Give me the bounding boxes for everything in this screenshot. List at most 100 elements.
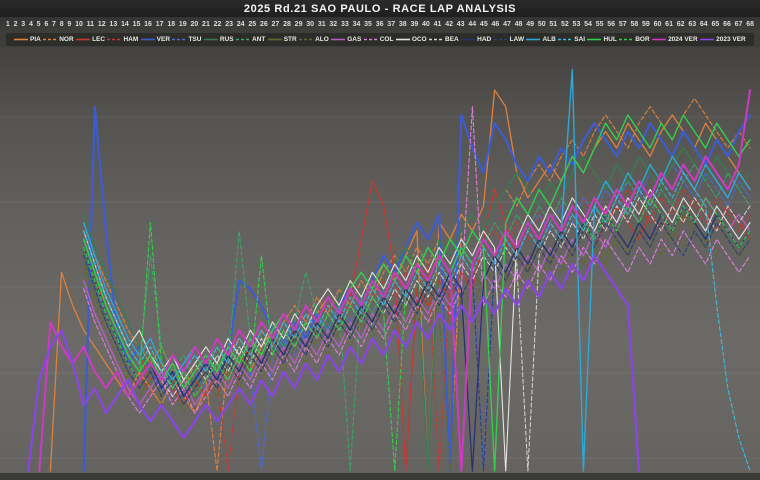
legend-label: ALB — [542, 35, 556, 43]
lap-number-label: 45 — [479, 20, 488, 28]
legend-item-alb[interactable]: ALB — [526, 35, 556, 43]
x-axis-strip — [0, 473, 760, 480]
legend-item-rus[interactable]: RUS — [203, 35, 234, 43]
legend-item-ant[interactable]: ANT — [235, 36, 265, 43]
lap-number-label: 68 — [746, 20, 755, 28]
lap-number-label: 5 — [36, 20, 41, 28]
series-line-bea — [83, 197, 751, 472]
legend-item-gas[interactable]: GAS — [331, 36, 361, 43]
legend-item-2023-ver[interactable]: 2023 VER — [700, 36, 746, 43]
lap-number-label: 31 — [317, 20, 326, 28]
legend-line-swatch — [700, 38, 715, 40]
legend-item-nor[interactable]: NOR — [43, 35, 74, 43]
lap-number-label: 23 — [225, 20, 233, 28]
legend-item-alo[interactable]: ALO — [299, 36, 329, 43]
series-line-alo — [83, 222, 751, 472]
lap-number-label: 63 — [688, 20, 697, 28]
series-line-ham — [83, 188, 751, 472]
lap-chart-canvas[interactable] — [0, 47, 760, 480]
lap-number-label: 58 — [630, 20, 639, 28]
lap-number-label: 15 — [132, 20, 141, 28]
legend-item-pia[interactable]: PIA — [14, 36, 41, 43]
legend-line-swatch — [107, 38, 122, 40]
legend-item-ver[interactable]: VER — [140, 35, 171, 43]
legend-item-2024-ver[interactable]: 2024 VER — [652, 36, 698, 43]
legend-line-swatch — [587, 38, 602, 40]
legend-item-bor[interactable]: BOR — [619, 36, 650, 43]
legend-label: VER — [156, 35, 171, 43]
lap-number-label: 40 — [422, 20, 430, 28]
legend-item-oco[interactable]: OCO — [395, 36, 427, 43]
lap-number-label: 64 — [699, 20, 708, 28]
legend-line-swatch — [395, 38, 410, 40]
lap-number-label: 2 — [13, 20, 18, 28]
lap-number-label: 36 — [375, 20, 384, 28]
lap-number-label: 67 — [734, 20, 743, 28]
legend-line-swatch — [172, 38, 187, 40]
lap-number-label: 37 — [387, 20, 396, 28]
legend-line-swatch — [461, 38, 476, 40]
lap-number-label: 34 — [352, 20, 361, 28]
legend-item-had[interactable]: HAD — [461, 36, 491, 43]
legend-line-swatch — [14, 38, 28, 40]
lap-number-label: 19 — [178, 20, 187, 28]
lap-number-label: 4 — [28, 20, 33, 28]
lap-number-label: 62 — [676, 20, 685, 28]
lap-number-label: 6 — [44, 20, 49, 28]
legend-item-law[interactable]: LAW — [493, 36, 524, 43]
lap-number-label: 1 — [5, 20, 10, 28]
legend-label: TSU — [188, 35, 202, 43]
legend-label: LEC — [92, 35, 106, 43]
series-line-2023-ver — [27, 254, 641, 473]
series-line-had — [83, 205, 751, 472]
lap-number-label: 46 — [491, 20, 500, 28]
legend-item-hul[interactable]: HUL — [587, 36, 617, 43]
lap-number-label: 51 — [549, 20, 558, 28]
legend-item-ham[interactable]: HAM — [107, 36, 138, 43]
lap-number-label: 7 — [52, 20, 56, 28]
legend-line-swatch — [76, 38, 91, 40]
lap-axis: 1 2 3 4 5 6 7 8 9 10 11 12 13 14 15 16 17 18 19 20 21 22 23 24 2… — [0, 17, 760, 31]
legend-label: RUS — [219, 35, 234, 43]
lap-number-label: 39 — [410, 20, 419, 28]
series-line-ant — [83, 164, 751, 472]
lap-number-label: 16 — [144, 20, 152, 28]
legend-item-tsu[interactable]: TSU — [172, 36, 201, 43]
lap-number-label: 60 — [653, 20, 662, 28]
legend-line-swatch — [43, 38, 58, 40]
lap-number-label: 21 — [202, 20, 210, 28]
lap-number-label: 38 — [398, 20, 407, 28]
lap-number-label: 27 — [271, 20, 280, 28]
legend-item-bea[interactable]: BEA — [429, 36, 459, 43]
series-line-law — [83, 222, 751, 472]
legend-line-swatch — [558, 38, 573, 40]
lap-number-label: 10 — [75, 20, 83, 28]
legend-item-lec[interactable]: LEC — [76, 36, 105, 43]
legend-item-str[interactable]: STR — [267, 36, 297, 43]
lap-number-label: 56 — [607, 20, 616, 28]
lap-number-label: 65 — [711, 20, 720, 28]
legend-item-col[interactable]: COL — [363, 36, 393, 43]
lap-number-label: 12 — [97, 20, 106, 28]
legend-item-sai[interactable]: SAI — [558, 36, 585, 43]
legend-line-swatch — [526, 38, 541, 40]
legend-label: HAM — [123, 35, 139, 43]
lap-number-label: 43 — [456, 20, 465, 28]
lap-number-label: 18 — [167, 20, 176, 28]
legend-line-swatch — [331, 38, 346, 40]
legend-label: BEA — [445, 35, 459, 43]
lap-number-label: 53 — [572, 20, 581, 28]
lap-number-label: 41 — [433, 20, 442, 28]
legend-line-swatch — [203, 38, 218, 40]
lap-number-label: 32 — [329, 20, 338, 28]
legend-label: ALO — [315, 35, 329, 43]
lap-number-label: 30 — [306, 20, 315, 28]
lap-number-label: 47 — [503, 20, 511, 28]
lap-number-label: 9 — [67, 20, 72, 28]
lap-number-label: 66 — [723, 20, 731, 28]
lap-chart[interactable] — [0, 47, 760, 480]
legend-row: PIA NOR LEC HAM VER TSU RUS ANT STR ALO GAS COL OCO B… — [0, 31, 760, 47]
legend-label: NOR — [59, 35, 74, 43]
lap-number-label: 48 — [514, 20, 523, 28]
